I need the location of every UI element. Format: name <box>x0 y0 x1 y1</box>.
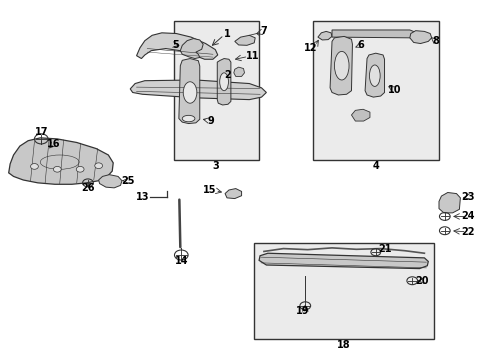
Polygon shape <box>329 36 352 95</box>
FancyBboxPatch shape <box>254 243 433 339</box>
Text: 2: 2 <box>224 70 230 80</box>
Text: 26: 26 <box>81 183 95 193</box>
Polygon shape <box>259 253 427 269</box>
Text: 14: 14 <box>174 256 188 266</box>
Text: 12: 12 <box>304 43 317 53</box>
Text: 11: 11 <box>245 51 259 61</box>
FancyBboxPatch shape <box>312 21 438 160</box>
Text: 15: 15 <box>203 185 216 195</box>
Text: 17: 17 <box>35 127 48 137</box>
Polygon shape <box>217 59 230 105</box>
Ellipse shape <box>182 115 195 122</box>
Text: 23: 23 <box>461 192 474 202</box>
FancyBboxPatch shape <box>174 21 259 160</box>
Circle shape <box>95 163 102 168</box>
Circle shape <box>76 166 84 172</box>
Text: 25: 25 <box>121 176 134 186</box>
Polygon shape <box>179 59 200 123</box>
Polygon shape <box>136 33 217 59</box>
Polygon shape <box>365 53 384 97</box>
Text: 22: 22 <box>461 227 474 237</box>
Polygon shape <box>233 67 244 76</box>
Polygon shape <box>351 109 369 121</box>
Circle shape <box>30 163 38 169</box>
Text: 6: 6 <box>357 40 364 50</box>
Text: 13: 13 <box>135 192 149 202</box>
Text: 16: 16 <box>47 139 61 149</box>
Text: 1: 1 <box>224 28 230 39</box>
Text: 10: 10 <box>386 85 400 95</box>
Polygon shape <box>317 31 331 40</box>
Ellipse shape <box>334 51 348 80</box>
Text: 18: 18 <box>337 340 350 350</box>
Polygon shape <box>99 175 122 188</box>
Polygon shape <box>438 193 459 213</box>
Text: 5: 5 <box>172 40 179 50</box>
Ellipse shape <box>183 82 197 103</box>
Text: 7: 7 <box>260 26 267 36</box>
Polygon shape <box>331 30 416 38</box>
Text: 21: 21 <box>377 244 390 253</box>
Ellipse shape <box>369 65 379 86</box>
Polygon shape <box>409 31 431 44</box>
Polygon shape <box>234 35 255 45</box>
Ellipse shape <box>219 73 228 91</box>
Circle shape <box>53 166 61 172</box>
Text: 9: 9 <box>206 116 213 126</box>
Polygon shape <box>180 39 203 59</box>
Text: 19: 19 <box>296 306 309 316</box>
Polygon shape <box>130 80 266 100</box>
Text: 24: 24 <box>461 211 474 221</box>
Polygon shape <box>224 189 241 199</box>
Text: 8: 8 <box>431 36 438 46</box>
Text: 4: 4 <box>372 161 378 171</box>
Polygon shape <box>9 138 113 184</box>
Text: 20: 20 <box>415 276 428 286</box>
Text: 3: 3 <box>211 161 218 171</box>
